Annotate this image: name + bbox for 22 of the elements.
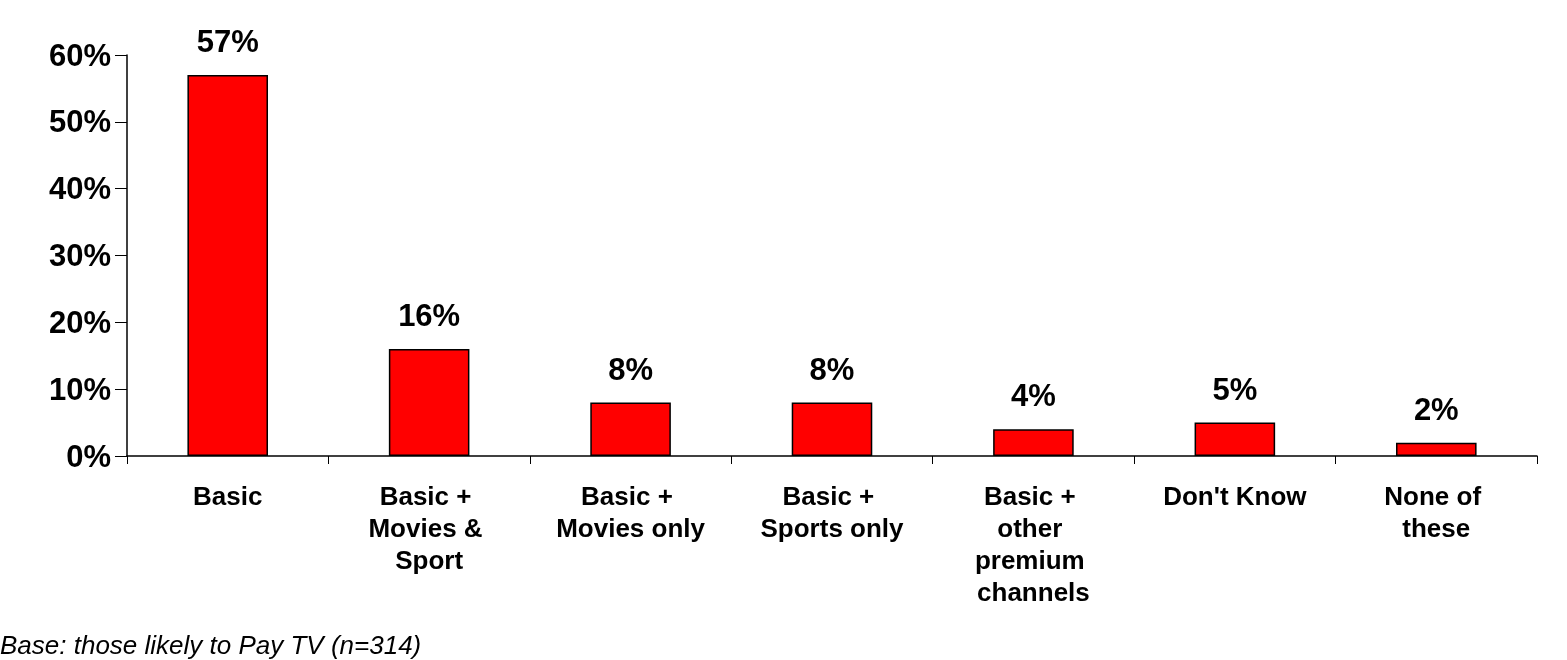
x-tick-label: None of these: [1384, 481, 1489, 543]
data-label: 8%: [809, 351, 855, 387]
x-tick-label: Basic + Movies only: [556, 481, 706, 543]
y-tick-label: 20%: [48, 304, 111, 340]
y-tick-label: 0%: [66, 438, 111, 474]
data-label: 5%: [1212, 371, 1258, 407]
data-label: 2%: [1413, 391, 1459, 427]
x-tick-label: Basic + other premium channels: [974, 481, 1092, 607]
y-tick-label: 40%: [48, 171, 111, 207]
data-label: 4%: [1011, 378, 1056, 414]
y-tick-label: 10%: [48, 371, 111, 407]
data-label: 57%: [196, 24, 259, 60]
y-tick-label: 30%: [48, 238, 111, 273]
y-tick-label: 60%: [48, 37, 111, 73]
x-tick-label: Basic: [193, 481, 263, 511]
data-label: 8%: [608, 351, 653, 387]
x-tick-label: Basic + Sports only: [760, 481, 905, 543]
text: Base: those likely to Pay TV (n=314): [0, 630, 422, 660]
y-tick-label: 50%: [48, 104, 111, 140]
data-label: 16%: [398, 298, 461, 334]
x-tick-label: Basic + Movies & Sport: [368, 481, 490, 575]
x-tick-label: Don't Know: [1163, 481, 1308, 511]
